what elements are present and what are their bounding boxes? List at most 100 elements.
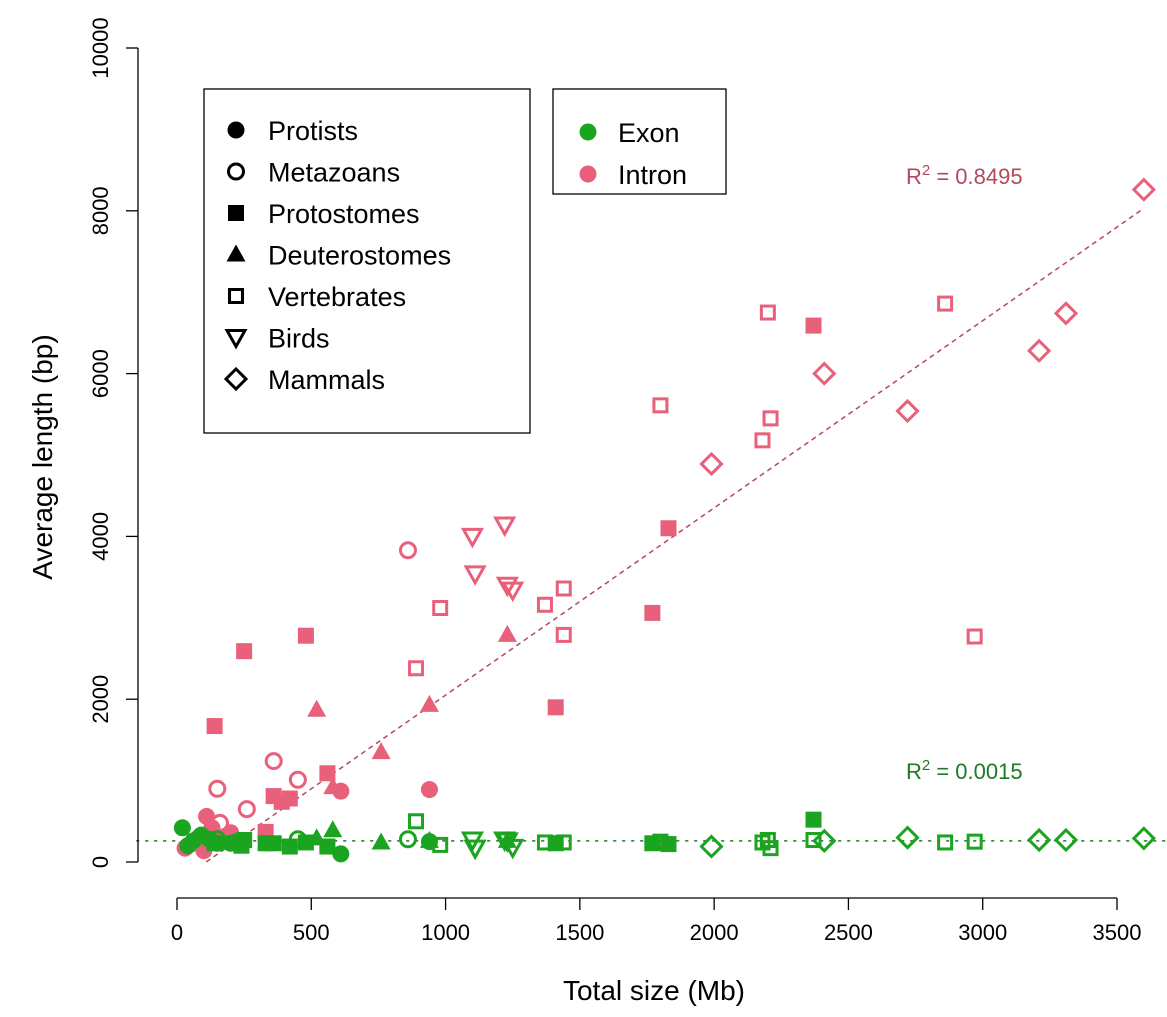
legend-marker-protostomes (228, 205, 244, 221)
intron-metazoans-point (208, 779, 227, 798)
x-axis-title: Total size (Mb) (563, 975, 745, 1006)
exon-protists-point (173, 819, 191, 837)
legend-colors: Exon Intron (552, 88, 727, 195)
intron-birds-point (495, 576, 519, 598)
legend-marker-protists (227, 121, 245, 139)
y-ticks: 0 2000 4000 6000 8000 10000 (88, 17, 138, 868)
intron-vertebrates-point (966, 628, 983, 645)
intron-metazoans-point (398, 541, 417, 560)
legend-label-vertebrates: Vertebrates (268, 282, 406, 312)
intron-vertebrates-point (536, 596, 553, 613)
exon-protostomes-point (265, 835, 282, 852)
intron-birds-point (463, 565, 487, 586)
exon-deuterostomes-point (323, 820, 343, 838)
x-tick-label: 3500 (1093, 920, 1142, 945)
intron-vertebrates-point (555, 626, 572, 643)
intron-metazoans-point (210, 813, 229, 832)
exon-birds-point (501, 838, 525, 860)
intron-vertebrates-point (759, 304, 776, 321)
exon-deuterostomes-point (307, 828, 327, 846)
intron-fit-label: R2 = 0.8495 (906, 162, 1023, 189)
exon-mammals-point (812, 828, 837, 853)
exon-mammals-point (1131, 826, 1156, 851)
intron-deuterostomes-point (323, 777, 343, 795)
exon-mammals-point (699, 834, 724, 859)
intron-metazoans-point (237, 800, 256, 819)
legend-marker-vertebrates (228, 288, 244, 304)
exon-protists-point (332, 845, 350, 863)
intron-vertebrates-point (652, 397, 669, 414)
intron-protostomes-point (281, 790, 298, 807)
intron-vertebrates-point (762, 410, 779, 427)
intron-protostomes-point (319, 765, 336, 782)
intron-protostomes-point (644, 604, 661, 621)
exon-vertebrates-point (762, 840, 779, 857)
y-tick-label: 6000 (88, 349, 113, 398)
exon-protostomes-point (297, 834, 314, 851)
exon-vertebrates-point (805, 832, 822, 849)
intron-birds-point (493, 516, 517, 538)
y-tick-label: 0 (88, 856, 113, 868)
exon-protostomes-point (281, 838, 298, 855)
x-tick-label: 1000 (421, 920, 470, 945)
exon-protostomes-point (236, 832, 253, 849)
intron-protostomes-point (547, 699, 564, 716)
legend-label-metazoans: Metazoans (268, 158, 400, 188)
y-tick-label: 8000 (88, 186, 113, 235)
exon-vertebrates-point (966, 833, 983, 850)
intron-deuterostomes-point (419, 694, 439, 712)
exon-vertebrates-point (652, 833, 669, 850)
x-tick-label: 1500 (555, 920, 604, 945)
y-axis-title: Average length (bp) (27, 334, 58, 579)
y-tick-label: 10000 (88, 17, 113, 78)
exon-mammals-point (1053, 827, 1079, 853)
exon-protostomes-point (206, 835, 223, 852)
intron-deuterostomes-point (371, 742, 391, 760)
exon-deuterostomes-point (371, 832, 391, 850)
intron-mammals-point (699, 451, 724, 477)
intron-protostomes-point (805, 317, 822, 334)
exon-vertebrates-point (536, 834, 553, 851)
legend-label-protists: Protists (268, 116, 358, 146)
legend-marker-metazoans (227, 162, 245, 181)
intron-mammals-point (812, 361, 837, 386)
intron-vertebrates-point (555, 580, 572, 597)
legend-label-deuterostomes: Deuterostomes (268, 241, 451, 271)
intron-vertebrates-point (937, 295, 954, 312)
intron-mammals-point (895, 398, 920, 424)
intron-mammals-point (1026, 338, 1052, 363)
exon-metazoans-point (398, 830, 417, 849)
intron-mammals-point (1131, 177, 1156, 202)
intron-protostomes-point (660, 520, 677, 537)
x-tick-label: 3000 (958, 920, 1007, 945)
x-tick-label: 500 (293, 920, 330, 945)
exon-protostomes-point (660, 836, 677, 853)
legend-marker-deuterostomes (226, 244, 246, 262)
legend-label-exon: Exon (618, 118, 680, 148)
exon-protostomes-point (805, 811, 822, 828)
legend-label-intron: Intron (618, 160, 687, 190)
fit-labels: R2 = 0.8495 R2 = 0.0015 (906, 162, 1023, 784)
intron-protists-point (420, 781, 438, 799)
intron-vertebrates-point (754, 432, 771, 449)
legend-marker-mammals (223, 366, 249, 392)
intron-metazoans-point (288, 770, 307, 789)
legend-shapes: Protists Metazoans Protostomes Deuterostome… (203, 88, 531, 434)
y-tick-label: 4000 (88, 512, 113, 561)
intron-deuterostomes-point (497, 624, 517, 642)
x-tick-label: 2500 (824, 920, 873, 945)
exon-vertebrates-point (555, 834, 572, 851)
intron-deuterostomes-point (307, 699, 327, 717)
x-ticks: 0 500 1000 1500 2000 2500 3000 3500 (171, 898, 1142, 945)
legend-marker-birds (224, 329, 248, 350)
exon-mammals-point (1026, 827, 1052, 853)
legend-marker-exon (579, 123, 597, 141)
intron-protostomes-point (236, 643, 253, 660)
intron-protostomes-point (297, 627, 314, 644)
exon-vertebrates-point (408, 813, 425, 830)
legend-label-birds: Birds (268, 324, 330, 354)
exon-mammals-point (895, 825, 920, 850)
exon-vertebrates-point (937, 834, 954, 851)
exon-vertebrates-point (759, 832, 776, 849)
